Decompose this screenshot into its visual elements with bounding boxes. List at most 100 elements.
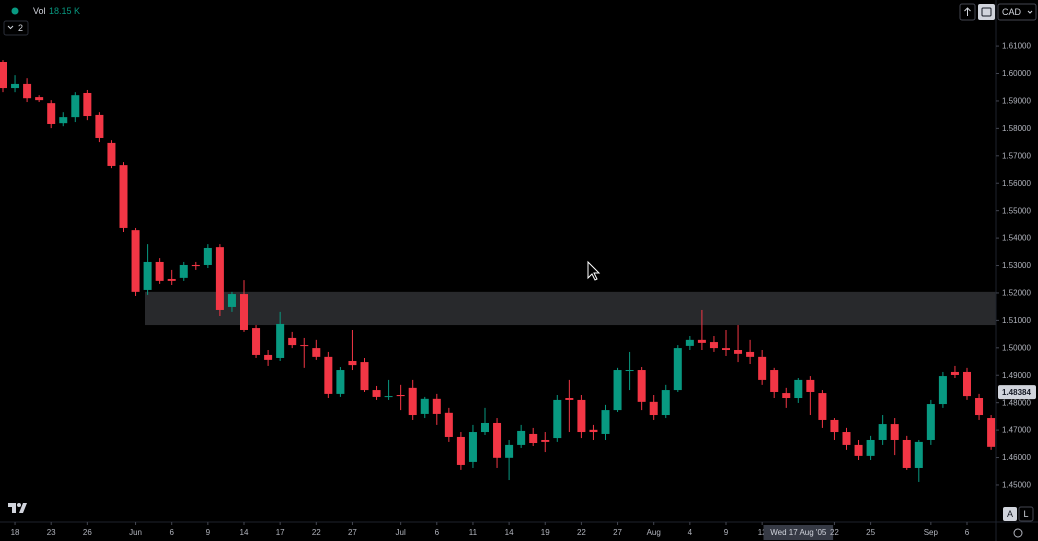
x-tick-label: 23 — [47, 528, 56, 537]
currency-button[interactable] — [997, 3, 1037, 21]
candle-body — [360, 362, 369, 391]
up-arrow — [964, 7, 971, 16]
x-tick-label: 6 — [965, 528, 970, 537]
pane-badge[interactable] — [3, 20, 29, 36]
x-tick-label: 27 — [613, 528, 622, 537]
y-tick-label: 1.47000 — [1002, 426, 1031, 435]
currency-chevron — [1027, 10, 1033, 14]
badge-chevron — [7, 25, 14, 30]
candle-body — [493, 422, 502, 458]
candle-body — [782, 393, 791, 399]
x-tick-label: 9 — [724, 528, 729, 537]
candle-body — [625, 370, 634, 372]
log-scale-button[interactable] — [1018, 506, 1034, 522]
x-tick-label: 22 — [312, 528, 321, 537]
candle-body — [240, 294, 248, 330]
candle-body — [926, 404, 935, 440]
candle-body — [975, 398, 984, 416]
fullscreen-button[interactable] — [978, 4, 995, 20]
candle-body — [685, 339, 694, 346]
y-tick-label: 1.48000 — [1002, 398, 1031, 407]
candle-body — [854, 444, 863, 456]
candle-body — [336, 370, 345, 394]
candle-body — [613, 370, 622, 411]
y-tick-label: 1.50000 — [1002, 343, 1031, 352]
candle-body — [637, 370, 646, 402]
candle-body — [384, 396, 393, 398]
volume-label: Vol — [33, 6, 46, 16]
candle-body — [577, 399, 586, 433]
y-tick-label: 1.52000 — [1002, 289, 1031, 298]
candle-body — [673, 348, 682, 391]
x-tick-label: 4 — [688, 528, 693, 537]
candle-body — [746, 351, 755, 357]
mouse-pointer — [587, 260, 601, 281]
candle-body — [878, 424, 887, 440]
candle-body — [119, 165, 128, 228]
candle-body — [806, 379, 815, 392]
candle-body — [987, 418, 996, 447]
candle-body — [47, 103, 56, 124]
x-tick-label: 27 — [348, 528, 357, 537]
candle-body — [348, 360, 357, 366]
last-price-bg — [998, 385, 1036, 400]
candle-body — [529, 433, 538, 444]
x-tick-label: 25 — [866, 528, 875, 537]
candle-body — [734, 350, 743, 354]
y-tick-label: 1.60000 — [1002, 69, 1031, 78]
volume-dot — [11, 7, 19, 15]
candle-body — [300, 345, 309, 347]
candle-body — [914, 441, 923, 468]
x-tick-label: 17 — [276, 528, 285, 537]
settings-icon[interactable] — [1013, 528, 1023, 538]
volume-value: 18.15 K — [49, 6, 80, 16]
x-tick-label: 14 — [505, 528, 514, 537]
x-tick-label: 12 — [758, 528, 767, 537]
candle-body — [95, 114, 104, 138]
candle-body — [59, 117, 68, 124]
log-scale-label: L — [1023, 509, 1028, 519]
candle-body — [179, 264, 188, 278]
y-tick-label: 1.58000 — [1002, 124, 1031, 133]
candle-body — [227, 294, 236, 307]
x-tick-label: Sep — [924, 528, 939, 537]
candle-body — [709, 342, 718, 349]
candle-body — [830, 419, 839, 433]
candle-body — [963, 371, 971, 397]
x-tick-label: 11 — [469, 528, 478, 537]
x-tick-label: 14 — [240, 528, 249, 537]
y-tick-label: 1.55000 — [1002, 206, 1031, 215]
candle-body — [276, 323, 285, 358]
candle-body — [432, 398, 441, 414]
candle-body — [541, 439, 550, 442]
candle-body — [794, 379, 803, 399]
candle-body — [203, 247, 212, 265]
x-tick-label: 18 — [11, 528, 20, 537]
x-tick-label: 22 — [830, 528, 839, 537]
candle-body — [155, 261, 164, 281]
candle-body — [71, 95, 80, 118]
auto-scale-label: A — [1007, 509, 1013, 519]
y-tick-label: 1.57000 — [1002, 151, 1031, 160]
candle-body — [131, 230, 140, 292]
y-tick-label: 1.45000 — [1002, 481, 1031, 490]
candle-body — [505, 444, 514, 458]
candle-body — [565, 398, 574, 400]
x-tick-label: 6 — [169, 528, 174, 537]
y-tick-label: 1.51000 — [1002, 316, 1031, 325]
x-tick-label: Jul — [396, 528, 406, 537]
auto-scale-button[interactable] — [1003, 507, 1017, 521]
logo-dot — [17, 503, 21, 507]
candle-body — [758, 356, 767, 380]
candle-body — [890, 424, 899, 440]
x-tick-label: 9 — [206, 528, 211, 537]
candle-body — [770, 370, 779, 392]
candle-body — [288, 337, 297, 346]
candle-body — [902, 439, 911, 468]
candle-body — [107, 142, 116, 166]
x-tick-label: 22 — [577, 528, 586, 537]
x-tick-label: 19 — [541, 528, 550, 537]
x-tick-label: Jun — [129, 528, 142, 537]
